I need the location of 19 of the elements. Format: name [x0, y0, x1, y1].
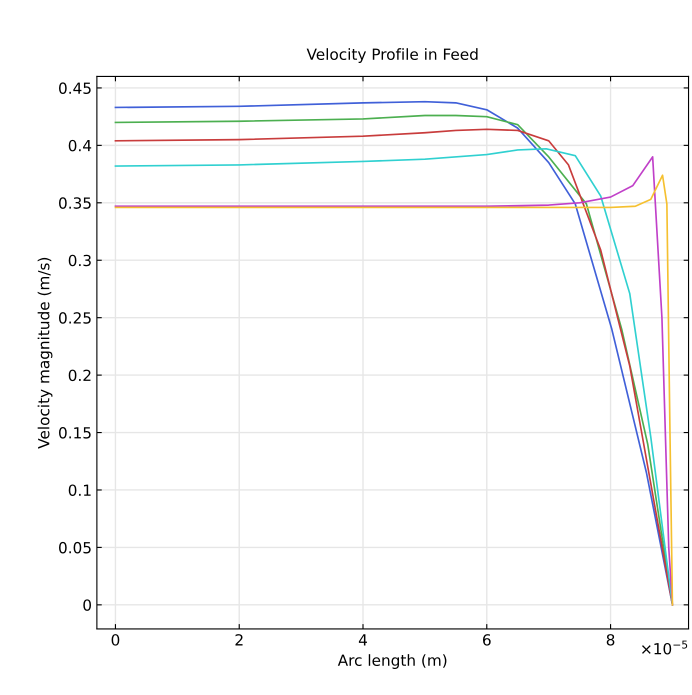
y-tick-label: 0.3 — [68, 254, 91, 266]
x-tick-label: 8 — [606, 634, 614, 646]
y-tick-label: 0.4 — [68, 140, 92, 152]
y-tick-label: 0 — [83, 599, 92, 611]
y-axis-title: Velocity magnitude (m/s) — [38, 258, 52, 449]
x-tick-label: 4 — [358, 634, 368, 646]
y-tick-label: 0.25 — [59, 312, 91, 324]
y-tick-label: 0.45 — [59, 82, 91, 94]
y-tick-label: 0.15 — [59, 427, 91, 439]
y-tick-label: 0.2 — [68, 370, 90, 382]
y-tick-label: 0.35 — [59, 197, 91, 209]
text: ×10$^{−5}$ — [642, 640, 688, 655]
y-tick-label: 0.1 — [68, 484, 91, 496]
y-tick-label: 0.05 — [59, 542, 91, 554]
x-tick-label: 0 — [112, 634, 120, 646]
x-axis-title: Arc length (m) — [338, 654, 446, 669]
chart-title: Velocity Profile in Feed — [306, 48, 478, 63]
x-tick-label: 2 — [235, 634, 243, 646]
x-tick-label: 6 — [482, 634, 491, 646]
